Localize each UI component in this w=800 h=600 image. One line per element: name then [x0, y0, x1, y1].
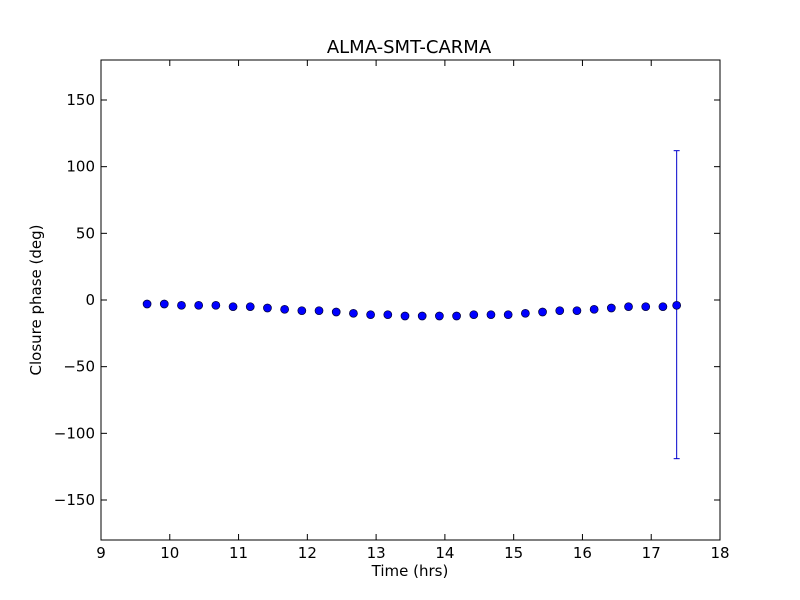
data-point [469, 310, 479, 320]
data-point [486, 310, 496, 320]
data-point [521, 308, 530, 318]
y-tick-label: 100 [66, 158, 95, 176]
x-axis-label: Time (hrs) [371, 562, 449, 580]
data-point [606, 303, 616, 313]
y-tick-label: 0 [85, 291, 95, 309]
y-axis-ticks: 150 100 50 0 −50 −100 −150 [54, 91, 720, 509]
data-point [417, 311, 427, 321]
x-axis-ticks: 9 10 11 12 13 14 15 16 17 18 [96, 60, 730, 562]
plot-area-frame [100, 59, 721, 541]
data-point [383, 310, 393, 320]
data-point [641, 302, 651, 312]
y-tick-label: −100 [54, 424, 95, 442]
data-points [142, 299, 682, 321]
x-tick-label: 11 [229, 544, 248, 562]
y-tick-label: −150 [54, 491, 95, 509]
data-point [589, 304, 599, 314]
data-point [400, 311, 410, 321]
data-point [555, 306, 565, 316]
x-tick-label: 10 [160, 544, 179, 562]
x-tick-label: 17 [642, 544, 661, 562]
x-tick-label: 18 [710, 544, 729, 562]
data-point [314, 306, 324, 316]
data-point [194, 300, 204, 310]
data-point [435, 311, 444, 321]
data-point [159, 299, 169, 309]
x-tick-label: 13 [367, 544, 386, 562]
x-tick-label: 12 [298, 544, 317, 562]
data-point [349, 308, 358, 318]
y-tick-label: 50 [76, 224, 95, 242]
data-point [142, 299, 152, 309]
data-point [297, 306, 307, 316]
x-tick-label: 16 [573, 544, 592, 562]
data-point [452, 311, 461, 321]
x-tick-label: 15 [504, 544, 523, 562]
data-point [366, 310, 375, 320]
data-point [658, 302, 668, 312]
data-point [503, 310, 513, 320]
data-point [177, 300, 186, 310]
data-point [572, 306, 582, 316]
data-point [245, 302, 255, 312]
data-point [624, 302, 633, 312]
data-point [672, 300, 682, 310]
data-point [228, 302, 238, 312]
data-point [331, 307, 341, 317]
y-tick-label: −50 [63, 358, 95, 376]
data-point [263, 303, 272, 313]
data-point [538, 307, 547, 317]
x-tick-label: 9 [96, 544, 106, 562]
data-point [280, 304, 289, 314]
x-tick-label: 14 [435, 544, 454, 562]
chart-title: ALMA-SMT-CARMA [327, 37, 492, 58]
data-point [211, 300, 221, 310]
y-axis-label: Closure phase (deg) [27, 225, 45, 376]
y-tick-label: 150 [66, 91, 95, 109]
